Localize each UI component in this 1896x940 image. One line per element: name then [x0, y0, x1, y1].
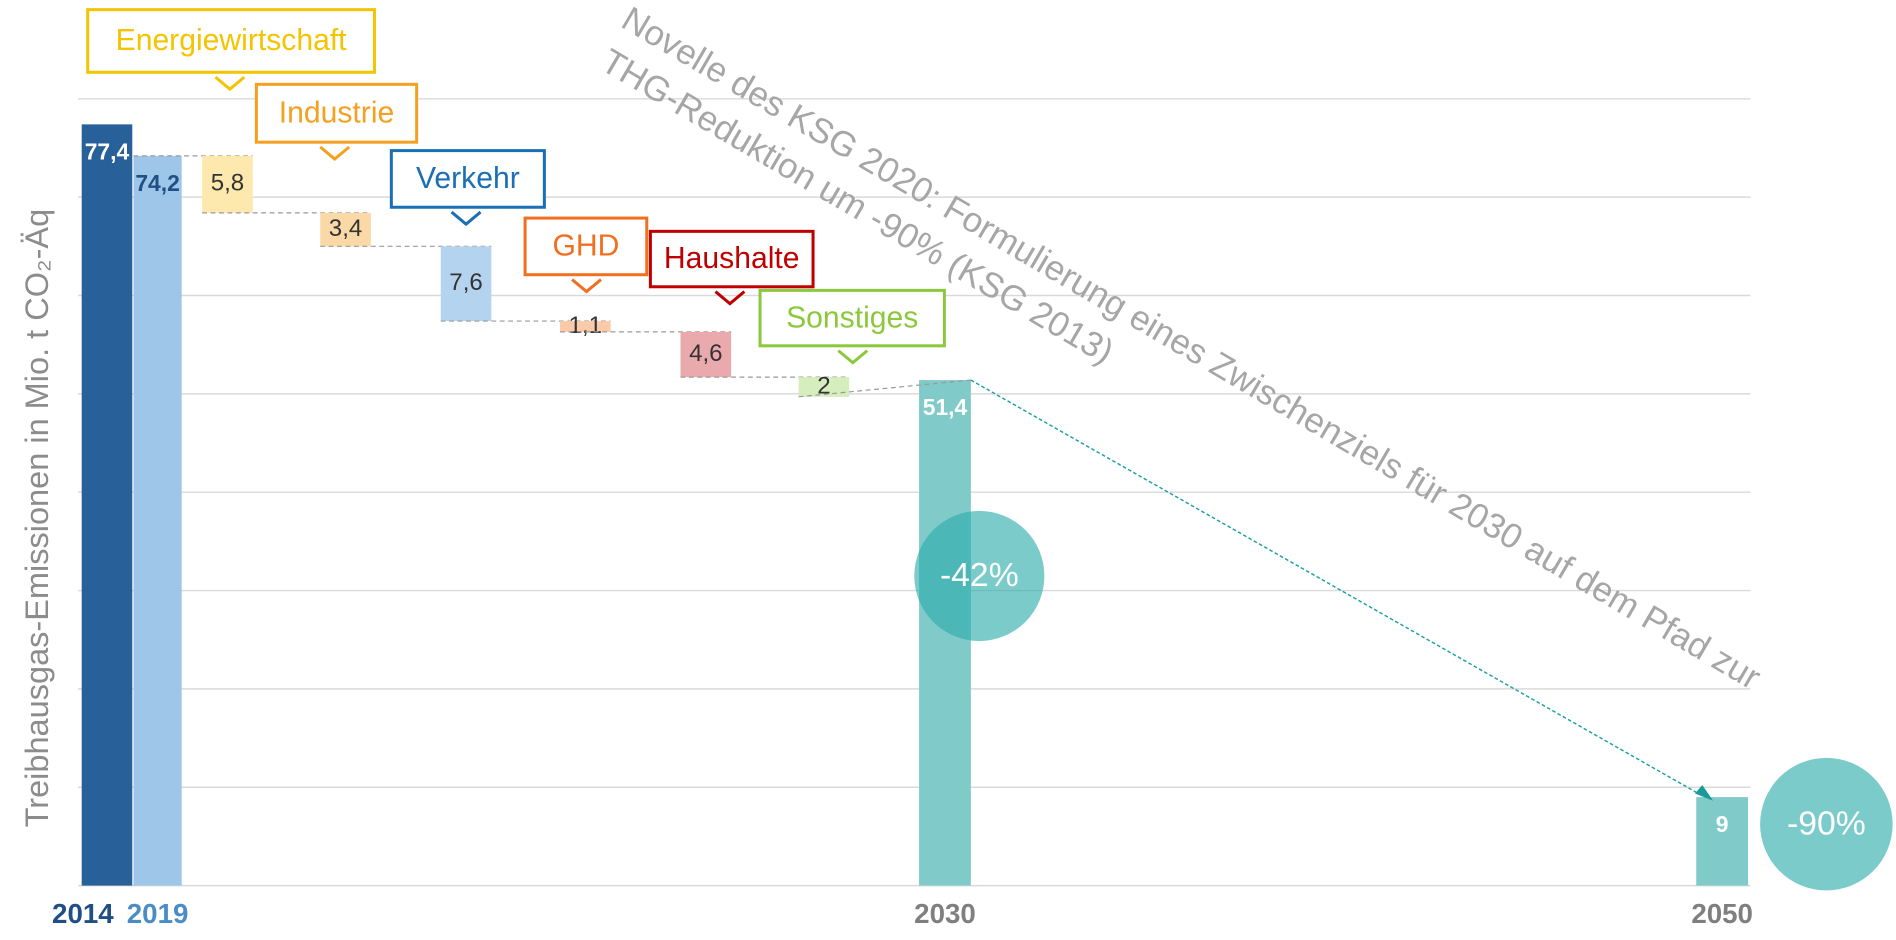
x-tick-label: 2030 — [914, 898, 976, 929]
x-tick-label: 2014 — [52, 898, 114, 929]
badge-label: -42% — [940, 556, 1019, 594]
value-label: 77,4 — [85, 138, 130, 164]
value-label: 5,8 — [211, 170, 244, 197]
annotation: Novelle des KSG 2020: Formulierung eines… — [615, 0, 1767, 697]
y-axis-label: Treibhausgas-Emissionen in Mio. t CO₂-Äq — [19, 209, 55, 828]
callout-arrow — [837, 349, 869, 365]
total-bar — [1696, 797, 1749, 886]
callout-arrow — [450, 210, 482, 227]
grid — [78, 98, 1751, 887]
step-bar — [560, 321, 611, 332]
step-name: Energiewirtschaft — [116, 24, 348, 57]
step-bar — [320, 212, 371, 247]
connector — [798, 379, 971, 398]
callout-arrow — [571, 278, 602, 294]
callout-arrow — [214, 75, 246, 92]
value-label: 74,2 — [135, 170, 180, 196]
step-bar — [440, 246, 492, 322]
arrow-head — [1695, 785, 1714, 801]
total-bar — [133, 155, 182, 886]
x-tick-label: 2050 — [1691, 898, 1753, 929]
step-name: GHD — [552, 230, 619, 263]
value-label: 2 — [817, 372, 830, 399]
callout-box — [389, 149, 546, 209]
step-bar — [798, 377, 850, 397]
step-name: Industrie — [279, 96, 394, 129]
callout-box — [758, 288, 946, 348]
badge-label: -90% — [1787, 804, 1866, 842]
step-name: Verkehr — [416, 162, 520, 195]
callout-box — [86, 8, 376, 74]
total-bar — [81, 124, 133, 886]
badge — [1760, 757, 1893, 891]
value-label: 51,4 — [923, 394, 968, 420]
value-label: 9 — [1716, 811, 1729, 837]
value-label: 7,6 — [449, 269, 482, 296]
callout-arrow — [714, 290, 746, 306]
callout-box — [254, 82, 419, 144]
callout-arrow — [319, 145, 351, 162]
step-name: Sonstiges — [786, 301, 918, 334]
step-name: Haushalte — [664, 242, 800, 275]
step-bar — [202, 155, 253, 213]
badge — [914, 510, 1045, 642]
trend-arrow — [970, 379, 1706, 798]
value-label: 1,1 — [569, 312, 602, 339]
callout-box — [648, 229, 815, 289]
callout-box — [523, 216, 649, 277]
value-label: 3,4 — [329, 215, 362, 242]
x-tick-label: 2019 — [127, 898, 189, 929]
step-bar — [680, 331, 732, 378]
value-label: 4,6 — [689, 340, 722, 367]
